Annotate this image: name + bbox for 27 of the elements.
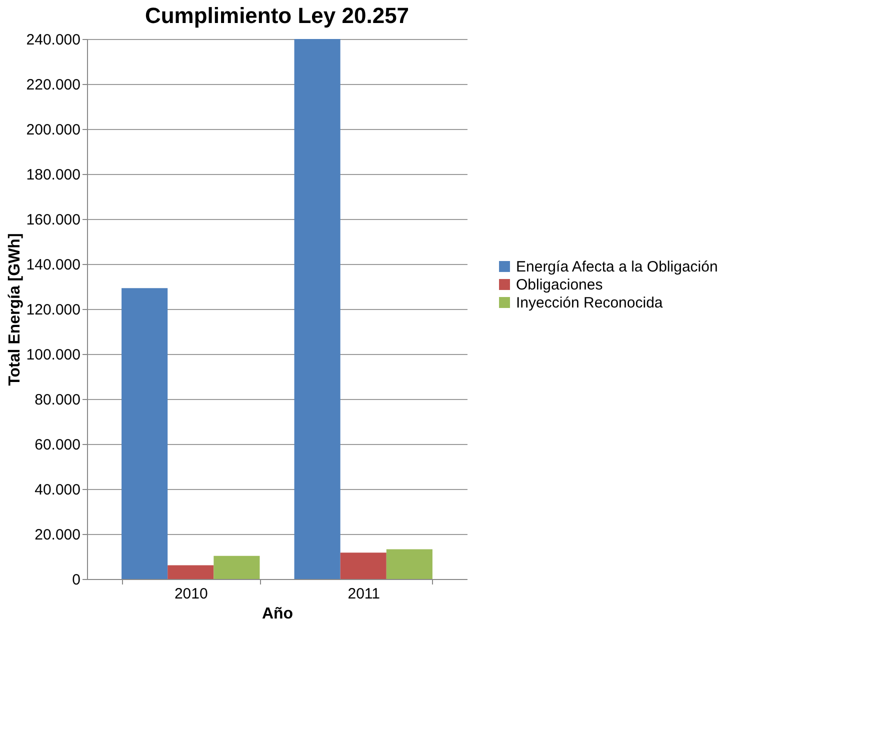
x-tick-label: 2010 (174, 586, 208, 602)
bar (168, 565, 214, 579)
bar (386, 549, 432, 579)
y-tick-label: 160.000 (26, 212, 80, 228)
x-axis-title: Año (262, 606, 294, 622)
y-tick-label: 20.000 (34, 526, 80, 544)
y-tick-label: 180.000 (26, 166, 80, 184)
y-axis-title: Total Energía [GWh] (6, 233, 24, 386)
legend-label: Inyección Reconocida (516, 294, 664, 312)
y-tick-label: 220.000 (26, 76, 80, 94)
y-tick-label: 140.000 (26, 256, 80, 274)
bar (340, 552, 386, 579)
y-tick-label: 100.000 (26, 346, 80, 364)
y-tick-label: 0 (72, 572, 80, 588)
y-tick-label: 120.000 (26, 302, 80, 318)
legend-label: Energía Afecta a la Obligación (516, 258, 718, 276)
x-tick-label: 2011 (348, 586, 380, 602)
legend-label: Obligaciones (516, 276, 603, 294)
chart-title: Cumplimiento Ley 20.257 (144, 3, 410, 28)
bar (294, 39, 340, 579)
bar (214, 556, 260, 579)
y-tick-label: 200.000 (26, 122, 80, 138)
y-tick-label: 80.000 (34, 392, 80, 408)
bar (122, 288, 168, 579)
y-tick-label: 40.000 (34, 482, 80, 498)
y-tick-label: 240.000 (26, 32, 80, 48)
y-tick-label: 60.000 (34, 436, 80, 454)
